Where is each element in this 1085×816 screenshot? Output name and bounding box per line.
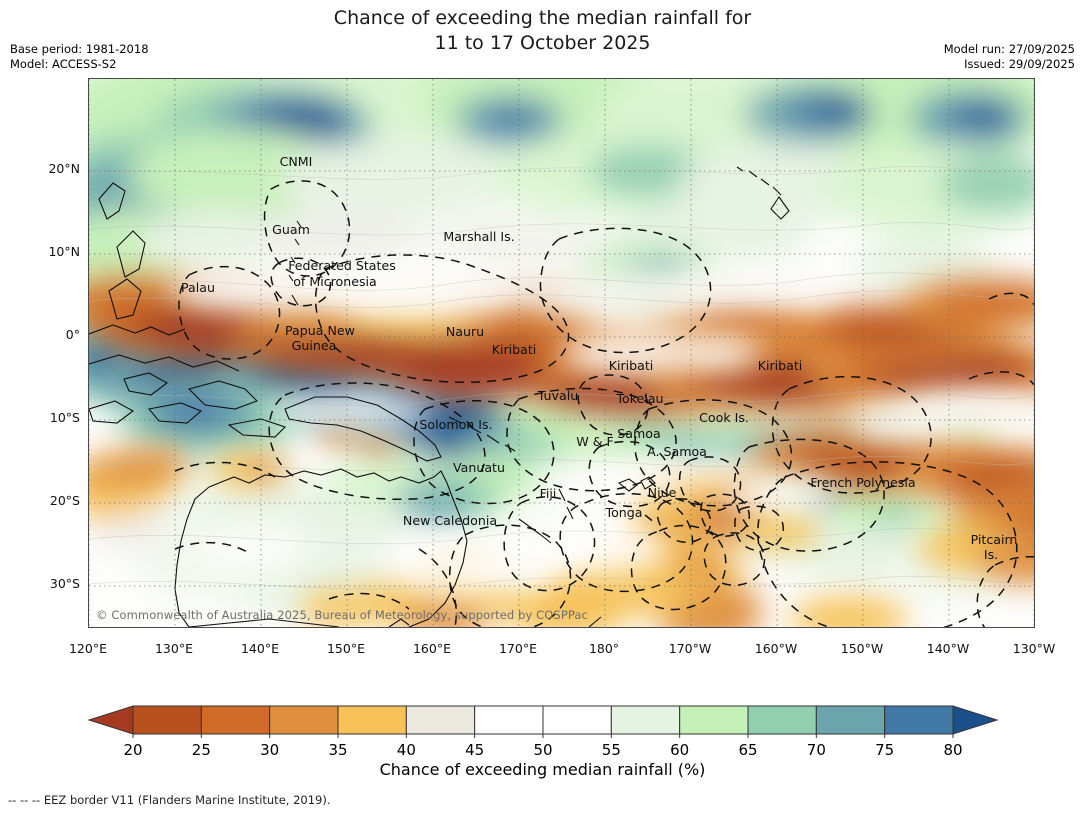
colorbar-band-20-25 (132, 705, 202, 735)
map-label-vanuatu: Vanuatu (453, 460, 505, 475)
colorbar-band-40-45 (405, 705, 475, 735)
colorbar-over-arrow (952, 705, 999, 735)
map-label-french-polynesia: French Polynesia (810, 475, 915, 490)
x-tick-160W: 160°W (754, 641, 798, 656)
eez-dash-sample: -- -- -- (8, 793, 41, 807)
colorbar-band-75-80 (883, 705, 954, 735)
map-label-samoa: Samoa (617, 426, 660, 441)
x-tick-130E: 130°E (154, 641, 193, 656)
colorbar-tick-25: 25 (191, 741, 210, 759)
x-tick-150E: 150°E (326, 641, 365, 656)
base-period-text: Base period: 1981-2018 (10, 42, 149, 56)
colorbar-band-65-70 (747, 705, 817, 735)
colorbar-tick-70: 70 (806, 741, 825, 759)
map-label-of-micronesia: of Micronesia (293, 274, 377, 289)
map-label-is: Is. (984, 547, 998, 562)
colorbar-under-arrow (86, 705, 133, 735)
colorbar-band-25-30 (200, 705, 270, 735)
x-tick-140E: 140°E (240, 641, 279, 656)
x-tick-170E: 170°E (498, 641, 537, 656)
colorbar-ticks: 20 25 30 35 40 45 50 55 60 65 70 75 80 (123, 734, 962, 759)
map-label-cook-is: Cook Is. (699, 410, 749, 425)
colorbar-tick-60: 60 (670, 741, 689, 759)
x-tick-130W: 130°W (1012, 641, 1056, 656)
map-label-a-samoa: A. Samoa (647, 444, 707, 459)
colorbar-band-35-40 (337, 705, 407, 735)
metadata-left: Base period: 1981-2018 Model: ACCESS-S2 (10, 42, 149, 72)
colorbar-bands (86, 705, 999, 735)
map-label-niue: Niue (648, 485, 677, 500)
eez-footnote: -- -- -- EEZ border V11 (Flanders Marine… (8, 793, 331, 807)
colorbar-tick-80: 80 (943, 741, 962, 759)
x-tick-150W: 150°W (840, 641, 884, 656)
map-label-tonga: Tonga (605, 505, 643, 520)
map-label-solomon-is: Solomon Is. (419, 417, 492, 432)
colorbar-band-55-60 (610, 705, 680, 735)
colorbar-tick-30: 30 (260, 741, 279, 759)
x-tick-170W: 170°W (668, 641, 712, 656)
colorbar-tick-20: 20 (123, 741, 142, 759)
graticule (89, 79, 1034, 627)
map-label-marshall-is: Marshall Is. (443, 229, 514, 244)
x-tick-120E: 120°E (68, 641, 107, 656)
y-tick-10N: 10°N (48, 244, 80, 259)
colorbar-tick-65: 65 (738, 741, 757, 759)
map-label-pitcairn: Pitcairn (971, 532, 1018, 547)
colorbar-tick-45: 45 (465, 741, 484, 759)
map-label-palau: Palau (181, 280, 215, 295)
y-tick-20N: 20°N (48, 161, 80, 176)
map-label-w-f: W & F (576, 434, 614, 449)
colorbar-tick-50: 50 (533, 741, 552, 759)
region-labels: CNMI Guam Marshall Is. Palau Federated State… (181, 154, 1017, 562)
colorbar-band-30-35 (268, 705, 339, 735)
model-text: Model: ACCESS-S2 (10, 57, 117, 71)
map-canvas: CNMI Guam Marshall Is. Palau Federated State… (89, 79, 1034, 627)
title-line-1: Chance of exceeding the median rainfall … (333, 7, 752, 29)
x-tick-180: 180° (588, 641, 620, 656)
colorbar-tick-55: 55 (601, 741, 620, 759)
colorbar[interactable]: 20 25 30 35 40 45 50 55 60 65 70 75 80 (0, 700, 1085, 760)
eez-footnote-text: EEZ border V11 (Flanders Marine Institut… (43, 793, 331, 807)
colorbar-band-70-75 (815, 705, 885, 735)
map-label-new-caledonia: New Caledonia (403, 513, 497, 528)
coastlines (89, 166, 790, 627)
contour-lines (89, 166, 1034, 590)
x-tick-160E: 160°E (412, 641, 451, 656)
rainfall-probability-map[interactable]: CNMI Guam Marshall Is. Palau Federated State… (88, 78, 1035, 628)
colorbar-svg: 20 25 30 35 40 45 50 55 60 65 70 75 80 (86, 705, 999, 759)
map-label-kiribati: Kiribati (758, 358, 803, 373)
x-tick-140W: 140°W (926, 641, 970, 656)
eez-borders (174, 180, 1034, 627)
map-label-tuvalu: Tuvalu (537, 388, 578, 403)
colorbar-band-45-50 (473, 705, 543, 735)
map-label-nauru: Nauru (446, 324, 484, 339)
metadata-right: Model run: 27/09/2025 Issued: 29/09/2025 (944, 42, 1075, 72)
map-label-tokelau: Tokelau (615, 391, 663, 406)
colorbar-axis-label: Chance of exceeding median rainfall (%) (379, 760, 706, 779)
map-label-cnmi: CNMI (280, 154, 313, 169)
y-tick-10S: 10°S (49, 410, 80, 425)
map-label-kiribati: Kiribati (609, 358, 654, 373)
map-copyright: © Commonwealth of Australia 2025, Bureau… (96, 608, 588, 622)
map-label-federated-states: Federated States (288, 258, 396, 273)
map-label-papua-new: Papua New (285, 323, 355, 338)
y-tick-0: 0° (65, 327, 80, 342)
model-run-text: Model run: 27/09/2025 (943, 42, 1075, 56)
colorbar-tick-75: 75 (875, 741, 894, 759)
title-line-2: 11 to 17 October 2025 (434, 32, 651, 54)
map-label-guam: Guam (272, 222, 310, 237)
map-label-fiji: Fiji (540, 486, 557, 501)
map-label-guinea: Guinea (292, 338, 337, 353)
colorbar-tick-35: 35 (328, 741, 347, 759)
y-tick-20S: 20°S (49, 493, 80, 508)
issued-text: Issued: 29/09/2025 (964, 57, 1075, 71)
colorbar-tick-40: 40 (396, 741, 415, 759)
page-title: Chance of exceeding the median rainfall … (0, 6, 1085, 56)
colorbar-band-50-55 (542, 705, 612, 735)
y-tick-30S: 30°S (49, 576, 80, 591)
map-label-kiribati: Kiribati (492, 342, 537, 357)
colorbar-band-60-65 (678, 705, 749, 735)
